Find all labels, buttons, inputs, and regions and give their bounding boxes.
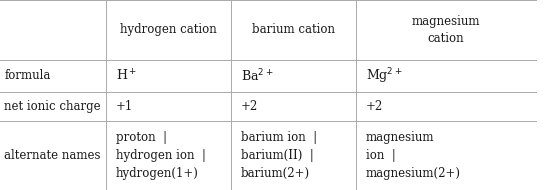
Text: Mg$^{2+}$: Mg$^{2+}$ [366,66,403,86]
Text: formula: formula [4,70,51,82]
Text: +2: +2 [366,100,384,113]
Text: Ba$^{2+}$: Ba$^{2+}$ [241,68,274,84]
Text: +1: +1 [116,100,133,113]
Text: magnesium
ion  |
magnesium(2+): magnesium ion | magnesium(2+) [366,131,461,180]
Text: alternate names: alternate names [4,149,101,162]
Text: +2: +2 [241,100,258,113]
Text: magnesium
cation: magnesium cation [412,15,480,45]
Text: proton  |
hydrogen ion  |
hydrogen(1+): proton | hydrogen ion | hydrogen(1+) [116,131,206,180]
Text: barium ion  |
barium(II)  |
barium(2+): barium ion | barium(II) | barium(2+) [241,131,317,180]
Text: hydrogen cation: hydrogen cation [120,23,217,36]
Text: net ionic charge: net ionic charge [4,100,101,113]
Text: barium cation: barium cation [252,23,335,36]
Text: H$^+$: H$^+$ [116,68,137,84]
